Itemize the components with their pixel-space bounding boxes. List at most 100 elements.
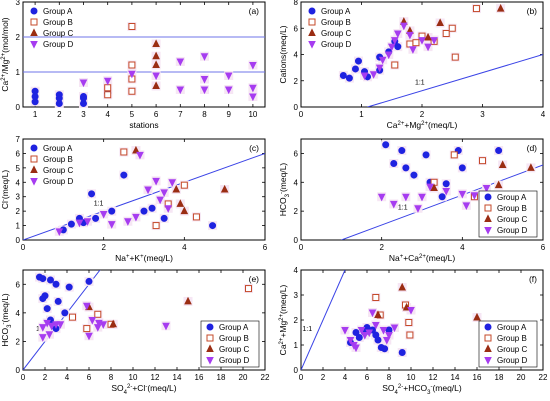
x-tick-label: 1 — [33, 110, 38, 119]
data-point-group-a — [339, 72, 347, 79]
reference-line-1to1 — [367, 54, 543, 107]
legend: Group A Group B Group C Group D — [200, 320, 260, 368]
data-point-group-d — [99, 211, 108, 219]
x-tick-label: 2 — [321, 373, 326, 382]
y-tick-label: 3 — [16, 0, 21, 7]
x-tick-label: 0 — [21, 243, 26, 252]
y-tick-label: 7 — [16, 135, 21, 144]
data-point-group-a — [67, 220, 75, 228]
data-point-group-d — [378, 56, 387, 65]
x-axis-label: stations — [129, 120, 158, 130]
x-tick-label: 10 — [248, 110, 257, 119]
legend-label: Group B — [43, 18, 73, 27]
data-point-group-d — [430, 37, 438, 45]
data-point-group-c — [152, 51, 160, 60]
data-point-group-a — [140, 207, 148, 215]
data-point-group-d — [458, 190, 467, 199]
legend: Group A Group B Group C Group D — [478, 320, 538, 368]
data-point-group-d — [414, 205, 422, 213]
legend-marker — [484, 357, 492, 365]
data-point-group-d — [200, 86, 209, 95]
y-tick-label: 4 — [294, 266, 299, 275]
legend-marker — [484, 344, 492, 352]
legend-label: Group A — [43, 144, 73, 153]
data-point-group-d — [47, 322, 56, 331]
data-point-group-b — [152, 222, 160, 230]
legend-label: Group A — [497, 193, 527, 202]
x-tick-label: 2 — [43, 373, 48, 382]
legend-label: Group B — [497, 334, 527, 343]
panel-label: (a) — [249, 6, 260, 16]
data-point-group-a — [148, 204, 156, 212]
legend: Group A Group B Group C Group D — [308, 7, 351, 49]
y-tick-label: 5 — [16, 164, 21, 173]
data-point-group-d — [360, 332, 369, 340]
data-point-group-c — [398, 282, 407, 291]
x-tick-label: 3 — [480, 110, 485, 119]
plot-frame — [22, 138, 266, 241]
y-tick-label: 2 — [16, 33, 21, 42]
x-tick-label: 22 — [539, 373, 548, 382]
legend-label: Group D — [43, 40, 73, 49]
y-tick-label: 4 — [16, 178, 21, 187]
data-point-group-b — [479, 157, 486, 165]
data-point-group-d — [407, 307, 415, 315]
data-point-group-a — [394, 43, 402, 51]
y-tick-label: 4 — [16, 309, 21, 318]
data-point-group-c — [184, 296, 192, 305]
data-point-group-c — [172, 184, 181, 193]
data-point-group-d — [390, 37, 399, 45]
data-point-group-d — [426, 183, 434, 192]
y-axis-label: Cations(meq/L) — [278, 25, 288, 83]
x-tick-label: 4 — [343, 373, 348, 382]
data-point-group-b — [94, 310, 102, 318]
x-tick-label: 12 — [429, 373, 438, 382]
data-point-group-d — [382, 337, 391, 345]
legend-marker — [308, 7, 316, 15]
x-tick-label: 4 — [541, 110, 546, 119]
data-point-group-a — [382, 141, 390, 149]
y-tick-label: 0 — [294, 236, 299, 245]
data-point-group-d — [45, 331, 54, 339]
panel-label: (c) — [249, 143, 259, 153]
legend-label: Group B — [219, 334, 249, 343]
data-point-group-c — [132, 145, 140, 154]
data-point-group-a — [402, 164, 410, 172]
data-point-group-a — [52, 280, 60, 288]
legend: Group A Group B Group C Group D — [30, 144, 73, 186]
x-tick-label: 2 — [420, 110, 425, 119]
data-point-group-d — [83, 218, 92, 226]
data-point-group-d — [224, 72, 233, 81]
y-axis-label: Ca2+/Mg2+(mol/mol) — [0, 17, 10, 91]
reference-line-1to1 — [341, 164, 543, 240]
data-point-group-a — [355, 334, 363, 341]
legend-label: Group B — [321, 18, 351, 27]
data-point-group-d — [462, 202, 471, 210]
panel-label: (d) — [527, 143, 538, 153]
x-tick-label: 20 — [239, 373, 248, 382]
data-point-group-d — [249, 84, 257, 93]
x-tick-label: 6 — [541, 243, 546, 252]
x-axis-label: Na++Ca2+(meq/L) — [389, 253, 456, 263]
data-point-group-c — [498, 160, 507, 168]
data-point-group-d — [107, 221, 116, 229]
legend-marker — [206, 344, 214, 352]
data-point-group-c — [152, 81, 160, 89]
x-tick-label: 7 — [178, 110, 183, 119]
data-point-group-d — [56, 321, 65, 329]
data-point-group-a — [39, 295, 47, 303]
x-tick-label: 14 — [173, 373, 182, 382]
x-tick-label: 4 — [105, 110, 110, 119]
data-point-group-c — [473, 312, 481, 321]
legend-marker — [484, 227, 492, 235]
data-point-group-b — [472, 5, 480, 13]
data-point-group-a — [352, 329, 360, 336]
data-point-group-c — [374, 310, 382, 318]
data-point-group-d — [368, 309, 377, 318]
y-tick-label: 0 — [16, 103, 21, 112]
x-tick-label: 0 — [299, 243, 304, 252]
